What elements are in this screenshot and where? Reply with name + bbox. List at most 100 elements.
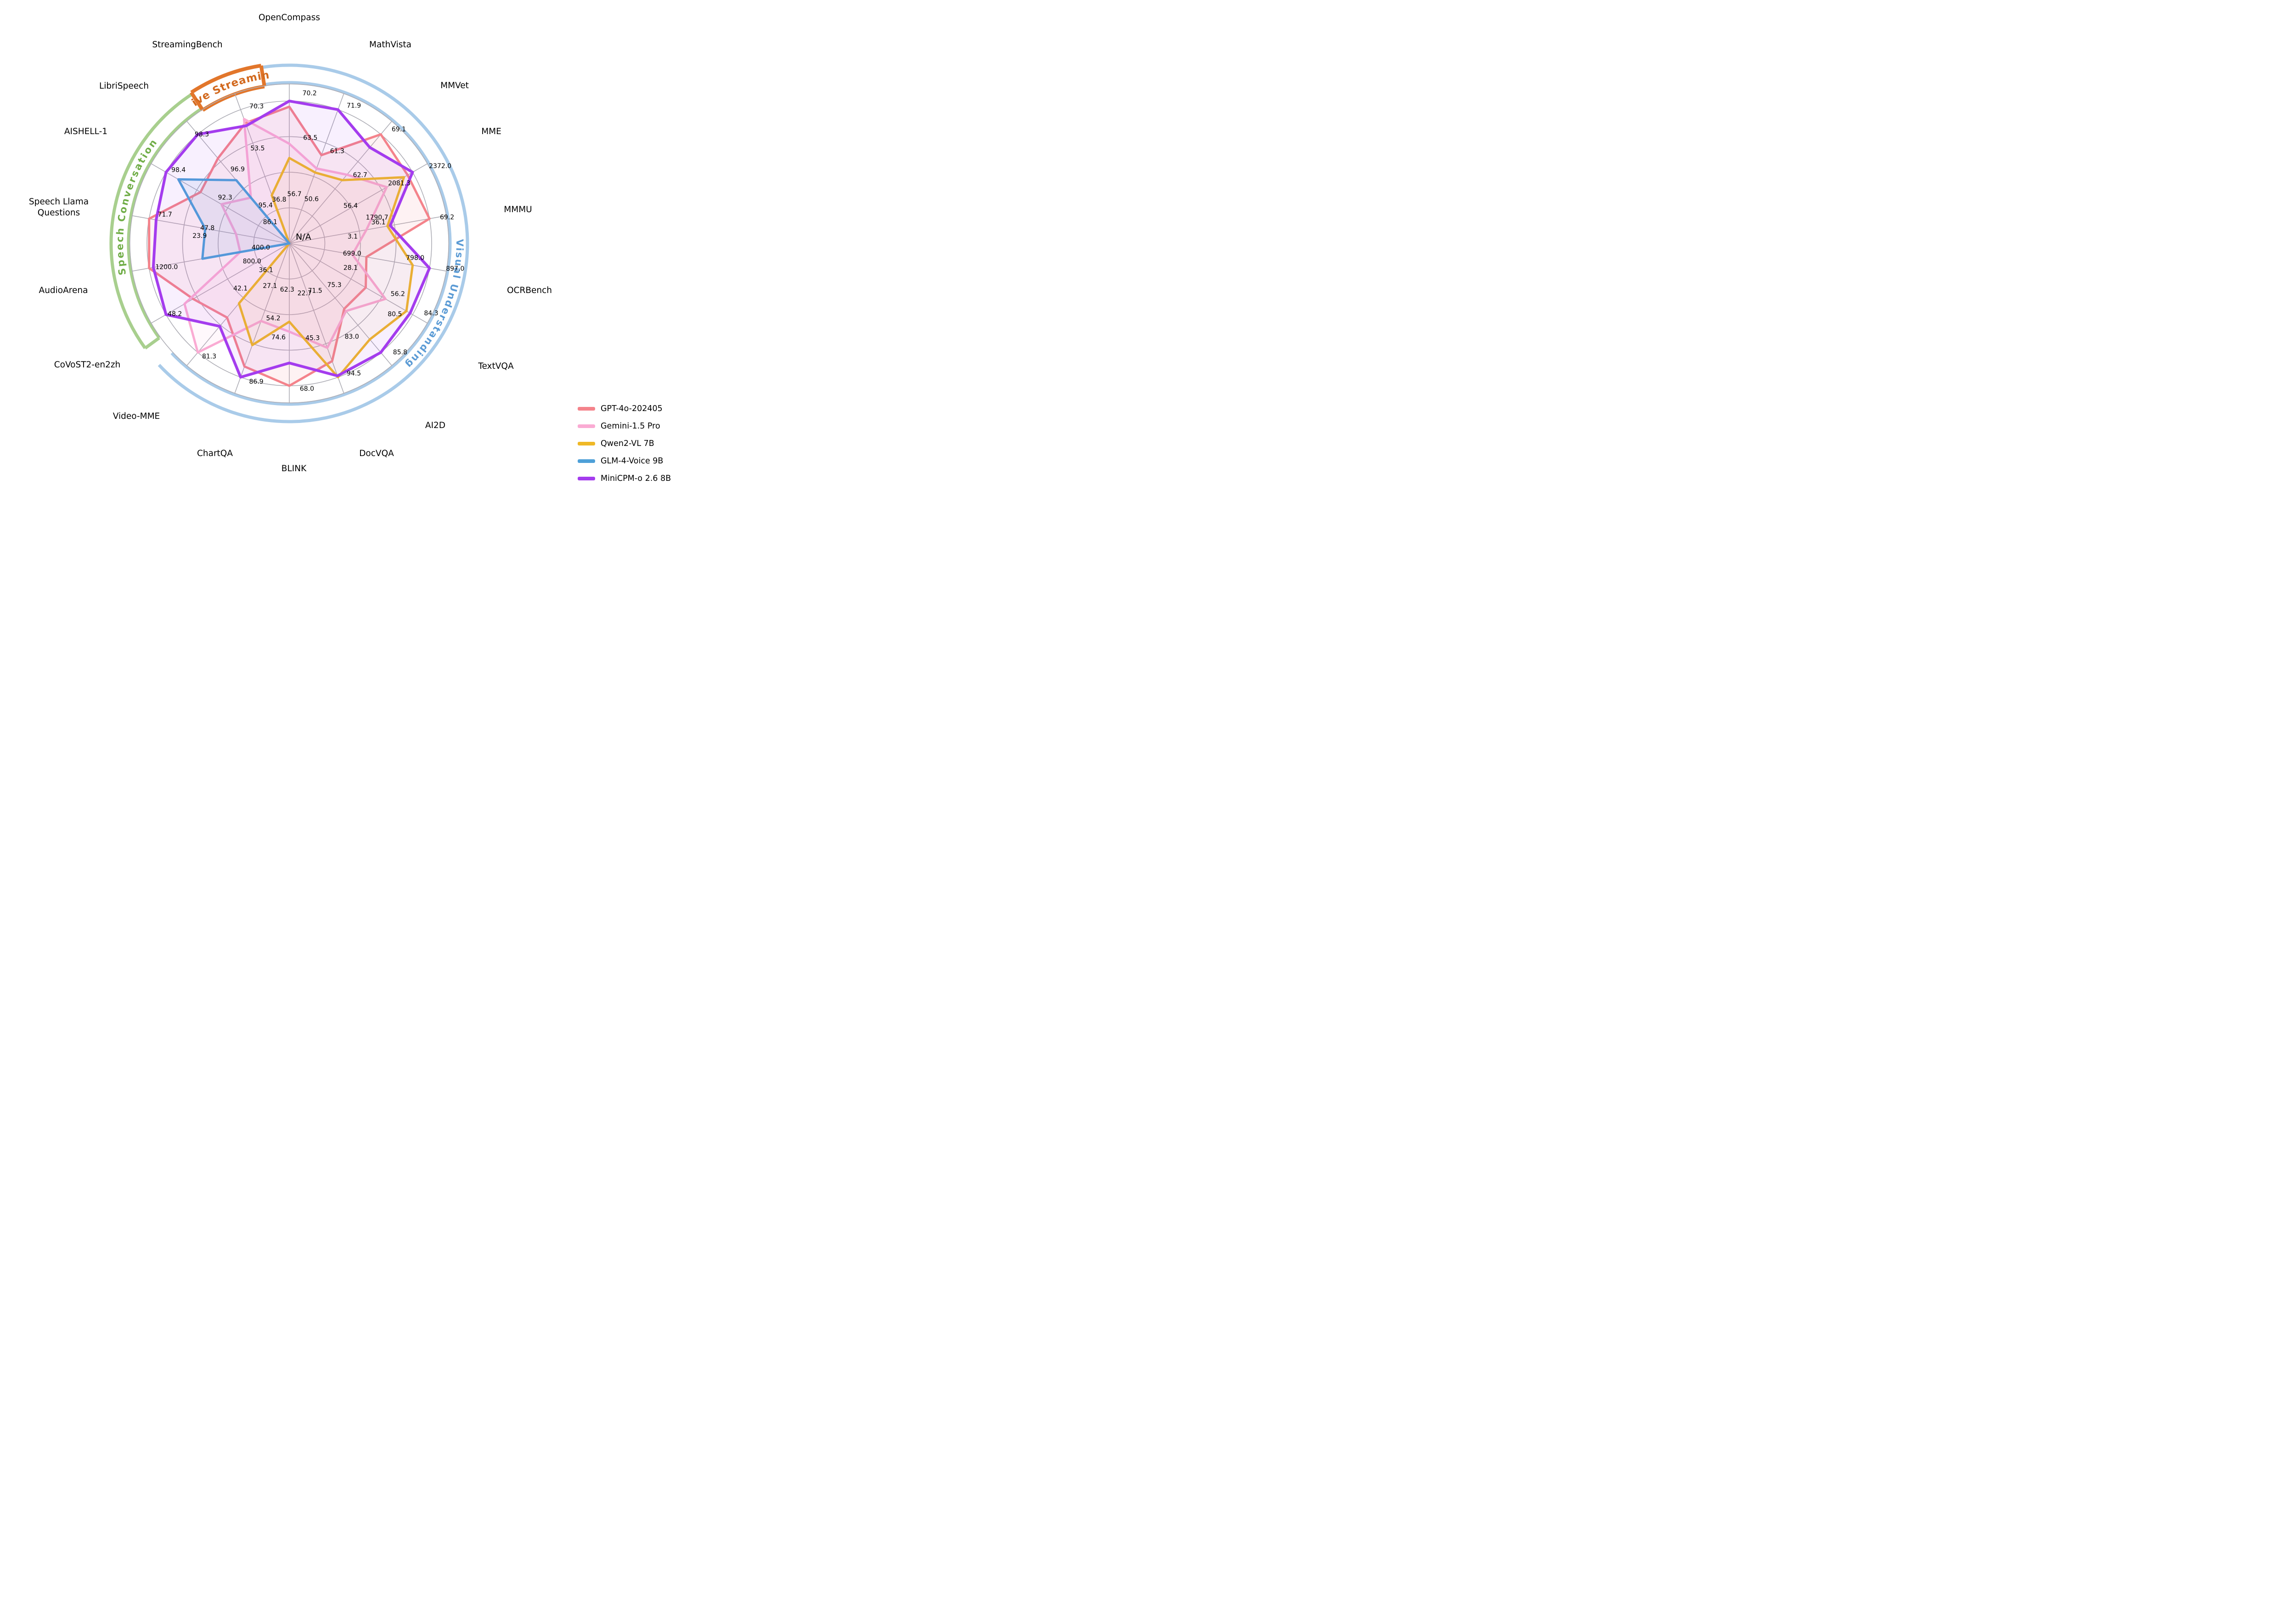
- value-label-25: 94.5: [347, 370, 361, 378]
- center-na-label: N/A: [296, 232, 311, 242]
- value-label-31: 62.3: [280, 286, 294, 293]
- series-outline-1: [183, 118, 388, 354]
- value-label-35: 27.1: [263, 282, 277, 290]
- legend-item-qwen2vl: Qwen2-VL 7B: [578, 438, 671, 449]
- value-label-49: 98.4: [171, 167, 186, 174]
- axis-spoke-4: [289, 215, 447, 244]
- value-label-36: 81.3: [202, 353, 216, 360]
- value-label-32: 86.9: [249, 378, 264, 385]
- legend-item-glm4voice: GLM-4-Voice 9B: [578, 456, 671, 467]
- value-label-43: 86.1: [263, 219, 277, 226]
- legend: GPT-4o-202405 Gemini-1.5 Pro Qwen2-VL 7B…: [578, 403, 671, 484]
- legend-swatch-gemini: [578, 424, 595, 428]
- value-label-29: 45.3: [305, 335, 320, 342]
- value-label-37: 42.1: [233, 285, 248, 293]
- value-label-38: 36.1: [259, 267, 273, 274]
- value-label-19: 28.1: [343, 264, 358, 271]
- value-label-45: 47.8: [200, 225, 214, 232]
- axis-label-8: DocVQA: [359, 449, 394, 458]
- value-label-15: 3.1: [348, 233, 358, 240]
- value-label-1: 63.5: [303, 134, 317, 141]
- axis-spoke-15: [151, 163, 290, 244]
- legend-label-glm4voice: GLM-4-Voice 9B: [601, 457, 664, 466]
- legend-item-minicpmo: MiniCPM-o 2.6 8B: [578, 473, 671, 484]
- axis-label-11: Video-MME: [113, 412, 160, 421]
- value-label-5: 61.3: [330, 147, 344, 155]
- value-label-2: 53.5: [250, 145, 264, 152]
- series-outline-4: [152, 100, 431, 379]
- value-label-22: 80.5: [388, 311, 402, 318]
- series-outline-0: [148, 105, 431, 387]
- value-label-8: 62.7: [353, 172, 367, 179]
- series-outline-2: [237, 157, 414, 378]
- value-label-3: 56.7: [287, 191, 302, 198]
- value-label-7: 69.1: [392, 126, 406, 133]
- value-label-20: 84.3: [424, 310, 438, 317]
- series-fill-3: [178, 179, 289, 259]
- value-label-48: 71.7: [158, 211, 172, 218]
- value-label-46: 95.4: [259, 202, 273, 209]
- value-label-28: 68.0: [300, 385, 314, 393]
- axis-label-17: StreamingBench: [152, 40, 222, 50]
- value-label-16: 897.0: [446, 265, 464, 272]
- band-arc-inner-live: [202, 85, 265, 112]
- axis-label-6: TextVQA: [478, 361, 514, 371]
- legend-label-minicpmo: MiniCPM-o 2.6 8B: [601, 474, 671, 483]
- band-arc-inner-speech: [127, 107, 203, 339]
- value-label-9: 56.4: [343, 203, 358, 210]
- value-label-27: 71.5: [308, 288, 322, 295]
- axis-label-15: AISHELL-1: [64, 127, 107, 136]
- value-label-23: 85.8: [393, 349, 407, 356]
- value-label-0: 70.2: [303, 90, 317, 97]
- band-label-live: Live Streaming: [0, 0, 270, 109]
- axis-label-9: BLINK: [281, 464, 307, 474]
- axis-spoke-12: [151, 243, 290, 324]
- axis-label-12: CoVoST2-en2zh: [54, 360, 121, 370]
- axis-label-4: MMMU: [504, 205, 532, 214]
- legend-swatch-minicpmo: [578, 477, 595, 480]
- legend-label-gpt4o: GPT-4o-202405: [601, 404, 663, 413]
- value-label-52: 70.3: [249, 103, 264, 110]
- axis-label-7: AI2D: [425, 421, 445, 430]
- axis-label-2: MMVet: [440, 81, 469, 90]
- series-fill-4: [153, 101, 430, 378]
- band-cap-live-1: [259, 65, 266, 87]
- value-label-41: 800.0: [243, 258, 261, 265]
- value-label-13: 69.2: [440, 214, 454, 221]
- value-label-24: 83.0: [345, 333, 359, 340]
- axis-spoke-10: [234, 243, 290, 394]
- band-cap-speech: [144, 336, 160, 350]
- band-arc-outer-speech: [109, 92, 193, 350]
- series-outline-3: [177, 178, 291, 260]
- value-label-51: 96.9: [231, 166, 245, 173]
- axis-label-13: AudioArena: [39, 286, 88, 295]
- value-label-12: 1790.7: [366, 214, 388, 221]
- value-label-26: 75.3: [327, 282, 341, 289]
- value-label-33: 74.6: [271, 334, 286, 341]
- value-label-30: 22.7: [298, 290, 312, 297]
- legend-item-gpt4o: GPT-4o-202405: [578, 403, 671, 414]
- axis-label-10: ChartQA: [197, 449, 233, 458]
- axis-spoke-14: [132, 215, 290, 244]
- value-label-4: 71.9: [347, 102, 361, 109]
- band-arc-outer-visual: [158, 63, 469, 423]
- axis-spoke-2: [289, 121, 392, 244]
- axis-label-3: MME: [481, 127, 501, 136]
- value-label-10: 2372.0: [429, 163, 451, 170]
- band-arc-inner-visual: [170, 81, 452, 406]
- legend-swatch-glm4voice: [578, 459, 595, 463]
- band-cap-live-0: [190, 91, 204, 111]
- value-label-21: 56.2: [391, 291, 405, 298]
- axis-label-16: LibriSpeech: [99, 81, 149, 91]
- value-label-11: 2081.3: [388, 180, 411, 187]
- value-label-39: 48.2: [168, 310, 182, 318]
- value-label-47: 92.3: [218, 194, 232, 202]
- value-label-34: 54.2: [266, 315, 281, 322]
- value-label-53: 36.8: [272, 196, 286, 203]
- series-fill-2: [239, 158, 413, 378]
- value-label-6: 50.6: [304, 196, 319, 203]
- value-label-40: 1200.0: [155, 264, 178, 271]
- legend-swatch-gpt4o: [578, 407, 595, 411]
